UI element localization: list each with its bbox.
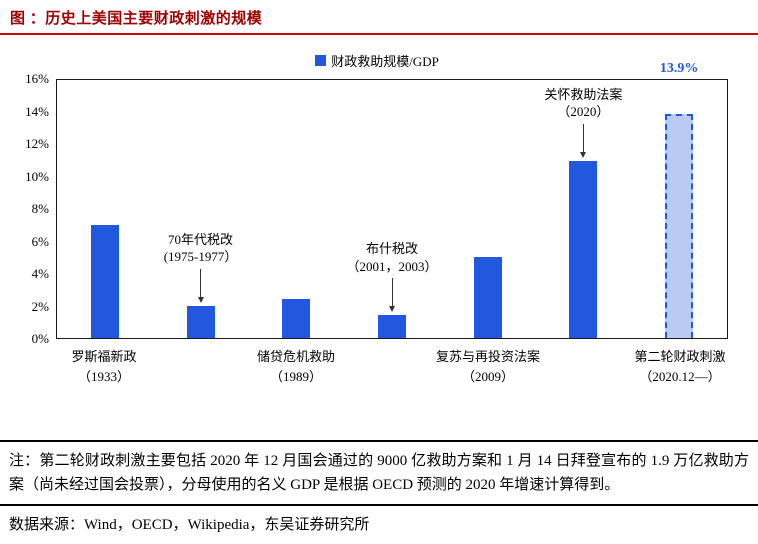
chart-legend: 财政救助规模/GDP xyxy=(10,45,744,75)
bar-6-actual xyxy=(569,160,598,338)
x-axis-label-4: 第二轮财政刺激 （2020.12—） xyxy=(634,349,726,384)
annotation-arrowhead-icon xyxy=(580,151,587,158)
annotation-arrow-line xyxy=(582,123,584,152)
value-label: 13.9% xyxy=(659,61,699,76)
y-tick-label: 12% xyxy=(25,136,49,151)
y-tick-label: 16% xyxy=(25,71,49,86)
annotation-text-3: 关怀救助法案 （2020） xyxy=(544,86,623,120)
bar-5-actual xyxy=(473,257,502,338)
figure-header: 图 ：历史上美国主要财政刺激的规模 xyxy=(0,0,758,35)
x-axis-label-1: 罗斯福新政 （1933） xyxy=(71,349,137,384)
annotation-arrowhead-icon xyxy=(197,296,204,303)
annotation-text-2: 布什税改 （2001，2003） xyxy=(346,241,438,274)
y-tick-label: 8% xyxy=(31,201,49,216)
y-tick-label: 10% xyxy=(25,168,49,184)
source-text: 数据来源：Wind，OECD，Wikipedia，东吴证券研究所 xyxy=(0,504,758,544)
plot-row: 0% 2% 4% 6% 8% 10% 12% 14% 16% 70年代税改 (1975-1977）… xyxy=(10,61,744,346)
legend-label: 财政救助规模/GDP xyxy=(331,53,439,69)
y-tick-label: 6% xyxy=(31,233,49,249)
bar-chart: 财政救助规模/GDP 0% 2% 4% 6% 8% 10% 12% 14% 16% 70年代税改… xyxy=(10,45,744,393)
y-tick-label: 2% xyxy=(31,298,49,314)
annotation-text-1: 70年代税改 (1975-1977） xyxy=(163,231,238,265)
note-text: 注：第二轮财政刺激主要包括 2020 年 12 月国会通过的 9000 亿救助方… xyxy=(0,440,758,504)
y-axis: 0% 2% 4% 6% 8% 10% 12% 14% 16% xyxy=(10,71,56,346)
y-tick-label: 4% xyxy=(31,266,49,281)
annotation-arrowhead-icon xyxy=(389,306,395,313)
figure-title: 图 ：历史上美国主要财政刺激的规模 xyxy=(10,11,263,27)
bar-2-actual xyxy=(186,305,215,338)
plot-area: 70年代税改 (1975-1977） 布什税改 （2001，2003） 关怀救助法案 （2… xyxy=(56,61,728,339)
x-axis-label-3: 复苏与再投资法案 （2009） xyxy=(435,349,540,384)
bar-3-actual xyxy=(282,299,311,338)
figure-footer: 注：第二轮财政刺激主要包括 2020 年 12 月国会通过的 9000 亿救助方… xyxy=(0,440,758,544)
bar-1-actual xyxy=(90,225,119,338)
annotation-arrow-line xyxy=(391,278,393,307)
x-axis-label-2: 储贷危机救助 （1989） xyxy=(256,349,335,384)
legend-swatch-icon xyxy=(315,54,327,66)
bar-7-forecast xyxy=(665,113,694,338)
y-tick-label: 0% xyxy=(31,331,49,346)
annotation-arrow-line xyxy=(200,268,202,297)
x-axis: 罗斯福新政 （1933） 储贷危机救助 （1989） 复苏与再投资法案 （2009） 第二轮… xyxy=(56,339,728,393)
bar-4-actual xyxy=(378,315,406,338)
y-tick-label: 14% xyxy=(25,103,49,119)
